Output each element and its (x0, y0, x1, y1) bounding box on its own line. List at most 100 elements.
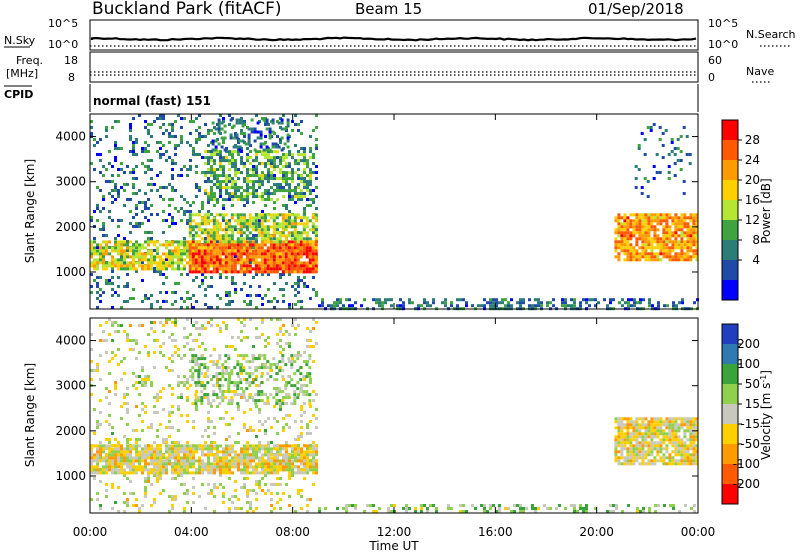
data-cell (333, 304, 336, 308)
data-cell (117, 267, 120, 271)
data-cell (171, 261, 174, 265)
data-cell (486, 301, 489, 305)
data-cell (630, 304, 633, 308)
data-cell (682, 180, 686, 183)
data-cell (222, 171, 225, 175)
data-cell (123, 330, 126, 333)
data-cell (212, 231, 216, 235)
data-cell (132, 150, 135, 153)
data-cell (248, 225, 252, 229)
data-cell (234, 459, 237, 463)
data-cell (147, 129, 150, 132)
data-cell (248, 219, 252, 223)
data-cell (564, 301, 567, 305)
data-cell (243, 273, 246, 276)
data-cell (312, 465, 315, 469)
data-cell (228, 195, 231, 199)
data-cell (623, 234, 627, 238)
data-cell (309, 345, 312, 348)
data-cell (651, 304, 654, 308)
data-cell (117, 441, 120, 444)
data-cell (300, 192, 303, 196)
data-cell (296, 222, 300, 226)
data-cell (246, 177, 249, 181)
data-cell (689, 240, 693, 244)
data-cell (108, 453, 111, 457)
data-cell (579, 504, 582, 507)
data-cell (267, 342, 270, 345)
data-cell (303, 276, 306, 279)
data-cell (291, 450, 294, 453)
data-cell (692, 234, 696, 238)
data-cell (206, 240, 210, 244)
data-cell (159, 156, 162, 159)
data-cell (209, 258, 213, 262)
data-cell (677, 219, 681, 223)
data-cell (251, 255, 255, 259)
data-cell (207, 483, 210, 486)
data-cell (302, 246, 306, 250)
data-cell (93, 471, 96, 475)
data-cell (180, 396, 183, 399)
data-cell (279, 498, 282, 501)
data-cell (229, 133, 233, 137)
data-cell (492, 504, 495, 507)
data-cell (248, 252, 252, 256)
data-cell (689, 255, 693, 259)
data-cell (171, 222, 174, 225)
data-cell (267, 159, 270, 162)
data-cell (279, 345, 282, 348)
data-cell (309, 156, 312, 160)
data-cell (282, 180, 285, 184)
data-cell (209, 231, 213, 235)
data-cell (260, 399, 264, 403)
data-cell (198, 462, 201, 466)
data-cell (287, 252, 291, 256)
data-cell (243, 162, 246, 165)
data-cell (269, 366, 273, 370)
data-cell (302, 231, 306, 235)
data-cell (159, 423, 162, 426)
data-cell (626, 240, 630, 244)
data-cell (126, 462, 129, 466)
data-cell (210, 285, 213, 288)
data-cell (312, 483, 315, 486)
data-cell (495, 510, 498, 513)
data-cell (617, 243, 621, 247)
data-cell (132, 258, 135, 262)
data-cell (650, 237, 654, 241)
data-cell (246, 510, 249, 513)
data-cell (141, 504, 144, 507)
data-cell (256, 121, 260, 125)
data-cell (272, 234, 276, 238)
data-cell (156, 411, 159, 414)
data-cell (267, 402, 270, 405)
data-cell (102, 207, 105, 210)
data-cell (683, 243, 687, 247)
data-cell (221, 216, 225, 220)
data-cell (243, 189, 246, 193)
data-cell (655, 171, 659, 174)
data-cell (135, 153, 138, 156)
data-cell (299, 378, 303, 382)
data-cell (614, 228, 618, 232)
data-cell (294, 456, 297, 460)
data-cell (222, 174, 225, 178)
data-cell (162, 117, 165, 120)
data-cell (186, 336, 189, 339)
data-cell (120, 186, 123, 189)
data-cell (201, 327, 204, 330)
data-cell (620, 225, 624, 229)
data-cell (617, 417, 621, 421)
data-cell (209, 402, 213, 406)
data-cell (225, 177, 228, 181)
data-cell (222, 117, 225, 120)
data-cell (234, 165, 237, 169)
data-cell (272, 264, 276, 268)
data-cell (465, 510, 468, 513)
data-cell (218, 234, 222, 238)
data-cell (399, 298, 402, 302)
data-cell (272, 231, 276, 235)
data-cell (285, 468, 288, 472)
data-cell (279, 327, 282, 330)
